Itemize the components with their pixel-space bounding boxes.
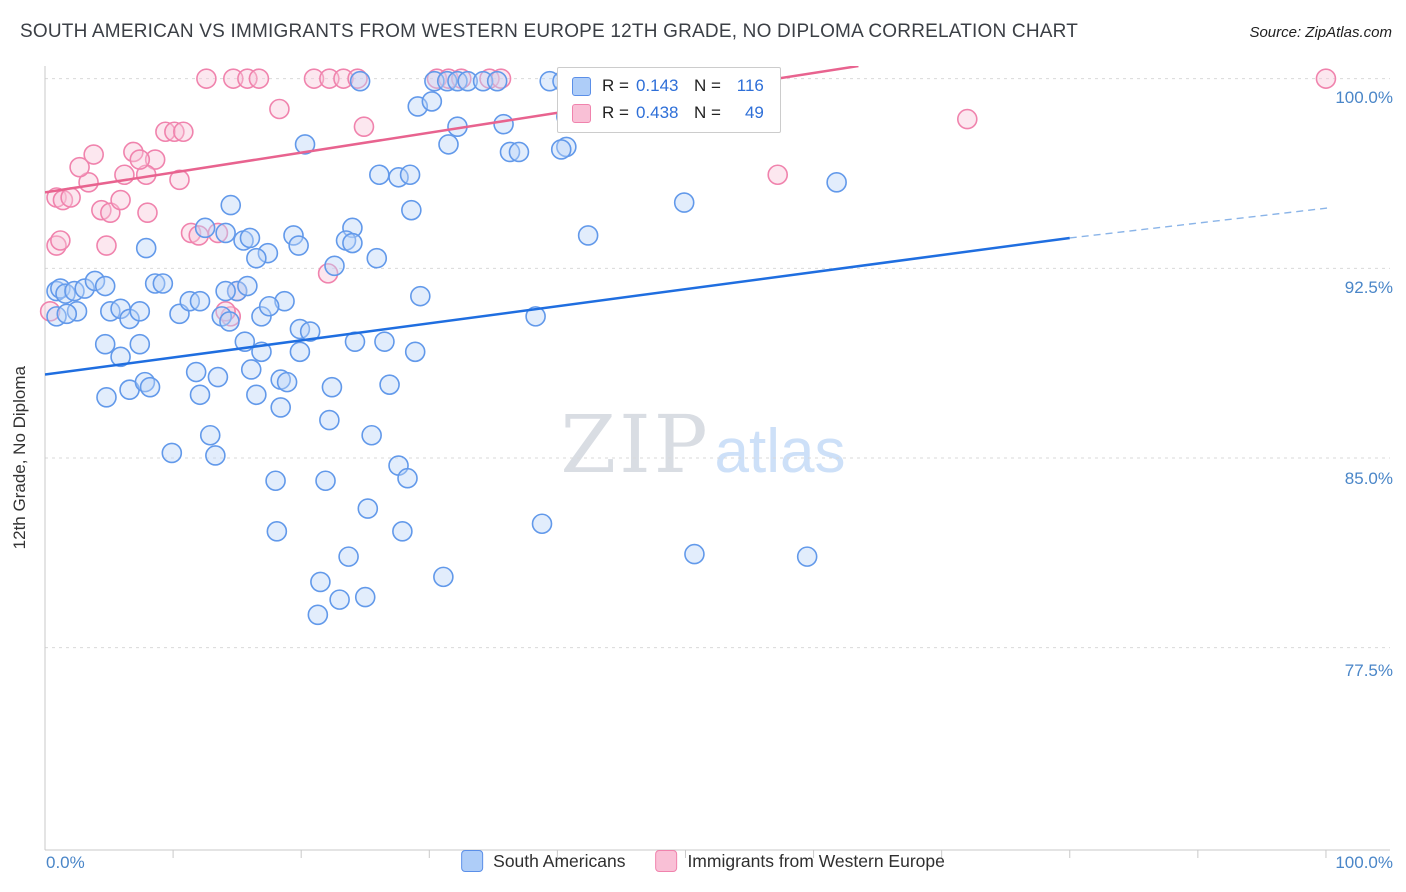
- south-americans-legend-label: South Americans: [493, 850, 626, 871]
- r-value-south-americans: 0.143: [635, 76, 679, 95]
- source-label: Source: ZipAtlas.com: [1249, 24, 1392, 41]
- page-title: SOUTH AMERICAN VS IMMIGRANTS FROM WESTER…: [20, 21, 1078, 42]
- n-value-south-americans: 116: [736, 76, 764, 95]
- n-value-western-europe: 49: [744, 103, 764, 122]
- x-min-label: 0.0%: [46, 853, 85, 872]
- western-europe-legend-label: Immigrants from Western Europe: [687, 850, 945, 871]
- stats-row-south-americans: R = 0.143 N = 116: [572, 76, 764, 96]
- x-max-label: 100.0%: [1335, 853, 1393, 872]
- y-tick-label-77-5: 77.5%: [1344, 661, 1393, 680]
- south-americans-legend-swatch: [461, 850, 484, 872]
- y-tick-label-100: 100.0%: [1335, 88, 1393, 107]
- western-europe-legend-swatch: [655, 850, 678, 872]
- y-tick-label-85: 85.0%: [1344, 469, 1393, 488]
- y-tick-label-92-5: 92.5%: [1344, 278, 1393, 297]
- stats-legend-box: R = 0.143 N = 116 R = 0.438 N = 49: [557, 67, 781, 133]
- south-americans-swatch: [572, 76, 591, 96]
- stats-row-western-europe: R = 0.438 N = 49: [572, 103, 764, 123]
- r-label: R =: [602, 76, 629, 95]
- chart-legend: South Americans Immigrants from Western …: [461, 850, 945, 872]
- n-label: N =: [693, 103, 721, 122]
- r-label: R =: [602, 103, 629, 122]
- n-label: N =: [693, 76, 721, 95]
- western-europe-swatch: [572, 103, 591, 123]
- r-value-western-europe: 0.438: [635, 103, 679, 122]
